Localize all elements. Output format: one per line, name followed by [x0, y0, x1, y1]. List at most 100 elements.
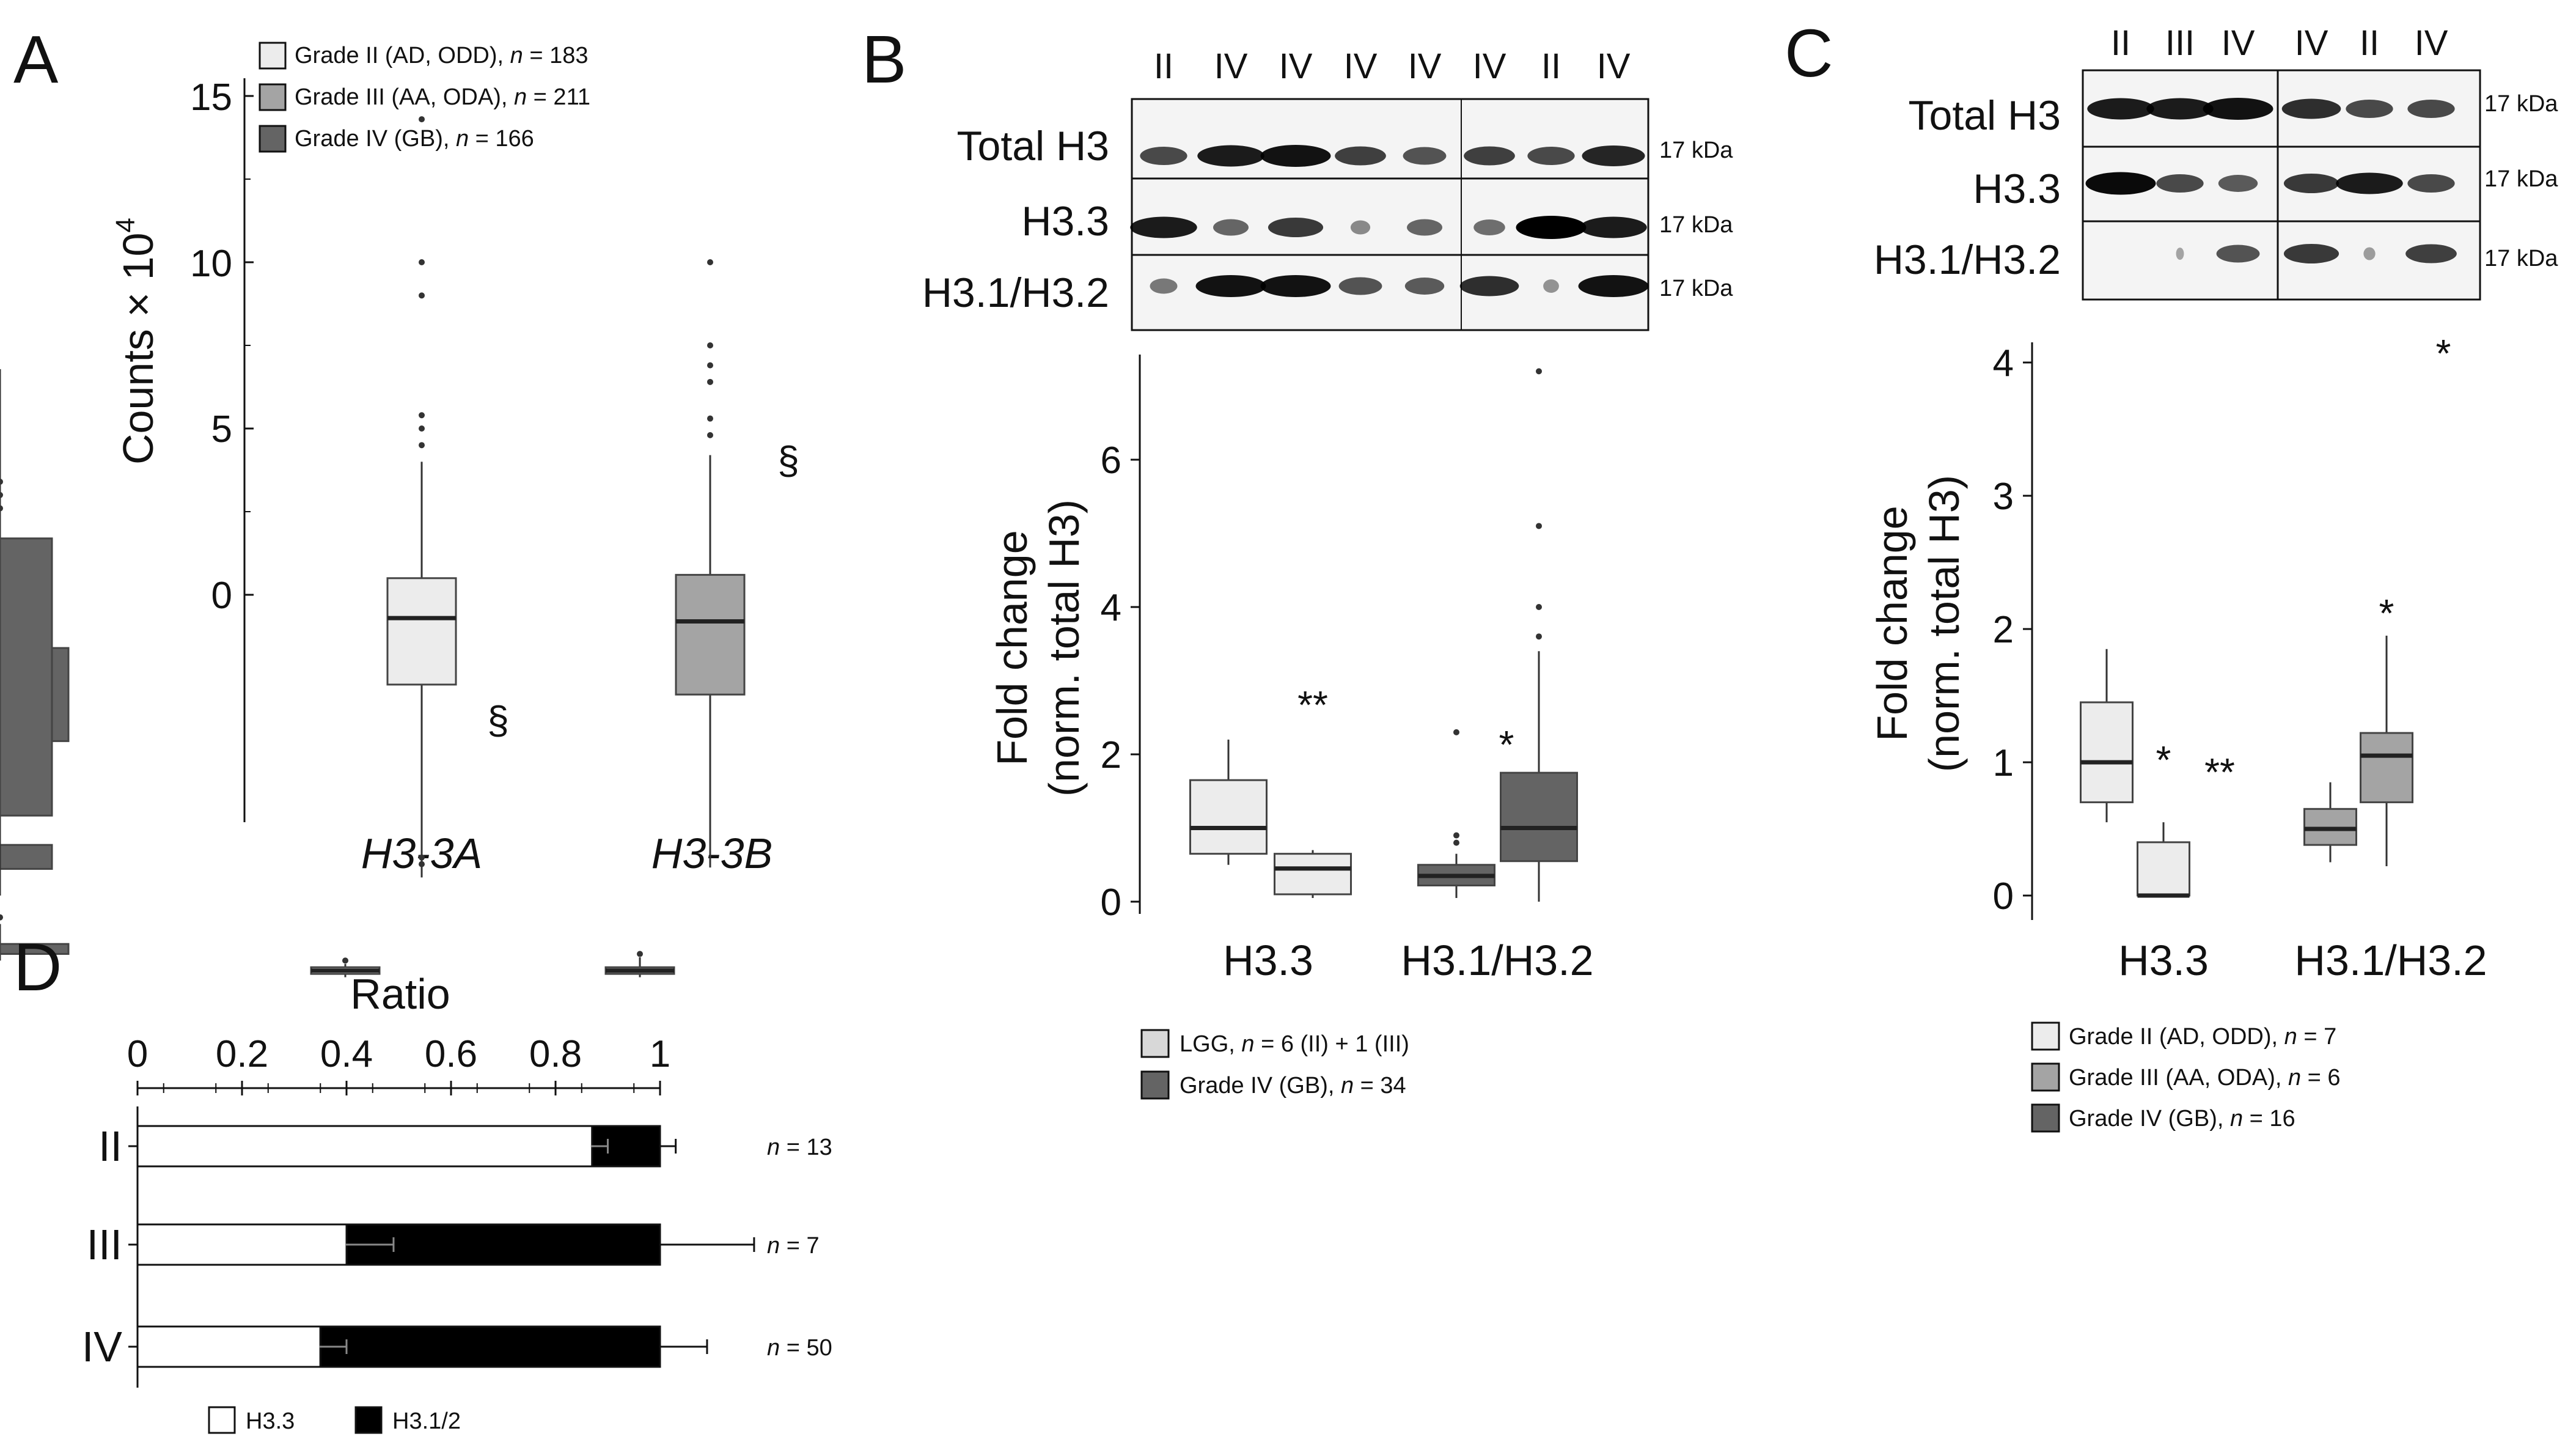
- panel-b-boxplot: Fold change (norm. total H3) H3.3 H3.1/H…: [988, 355, 1594, 1100]
- panel-a-box-2-0-outlier-0: [0, 914, 3, 921]
- panel-c-row-h312: H3.1/H3.2: [1874, 237, 2061, 283]
- panel-b-letter: B: [862, 22, 906, 97]
- panel-c-sig-h33-grade3: *: [2156, 738, 2171, 782]
- panel-b-blot-band-2-7: [1578, 275, 1649, 297]
- panel-a-box-0-1-outlier-1: [419, 854, 425, 861]
- panel-c-boxplot: Fold change (norm. total H3) H3.3 H3.1/H…: [0, 331, 2487, 1133]
- legend-label-h33: H3.3: [246, 1408, 295, 1434]
- panel-d-bar-h312-2: [319, 1325, 661, 1368]
- panel-b-lane-labels: II IV IV IV IV IV II IV: [1154, 46, 1631, 86]
- panel-d-n-2: n = 50: [767, 1335, 832, 1361]
- panel-b-ytick-6: 6: [1101, 440, 1121, 482]
- panel-c-western-blot: II III IV IV II IV Total H3 H3.3 H3.1/H3.2 17…: [1874, 23, 2558, 301]
- panel-c-ytick-3: 3: [1993, 476, 2014, 518]
- panel-b-row-h312: H3.1/H3.2: [922, 270, 1109, 316]
- panel-b-row-total-h3: Total H3: [957, 123, 1109, 169]
- panel-c-ytick-4: 4: [1993, 342, 2014, 385]
- panel-d-xtick-3: 0.6: [425, 1033, 477, 1075]
- panel-a-box-0-1-outlier-6: [419, 259, 425, 265]
- panel-a-box-0-1-outlier-0: [419, 861, 425, 867]
- panel-b-box-0-1-box: [1274, 853, 1352, 896]
- panel-c-blot-band-0-5: [2407, 100, 2455, 118]
- panel-c-box-2-0-box: [0, 844, 53, 870]
- panel-c-blot-band-2-2: [2216, 245, 2260, 263]
- panel-a-box-1-0-outlier-0: [637, 951, 643, 957]
- panel-d-xtick-4: 0.8: [529, 1033, 582, 1075]
- panel-d-n-1: n = 7: [767, 1233, 820, 1259]
- legend-swatch-c-grade3: [2031, 1062, 2060, 1092]
- panel-b-box-1-1-outlier-0: [1536, 633, 1542, 640]
- panel-c-box-0-0-box: [2080, 701, 2134, 803]
- panel-b-blot-band-0-6: [1527, 147, 1575, 165]
- legend-swatch-lgg: [1140, 1029, 1170, 1058]
- panel-b-blot-band-1-0: [1130, 216, 1197, 238]
- panel-c-box-2-1-box: [0, 537, 53, 817]
- panel-b-blot-lane-6: II: [1541, 46, 1561, 86]
- panel-b-blot-lane-2: IV: [1279, 46, 1313, 86]
- panel-b-row-h33: H3.3: [1021, 198, 1109, 245]
- panel-b-blot-band-1-7: [1580, 216, 1647, 238]
- panel-a-boxplot: Counts × 104 15 10 5 0 H3-3A H3-3B Grade…: [0, 42, 799, 977]
- panel-c-blot-lane-0: II: [2111, 23, 2130, 63]
- panel-c-sig-h312-grade4: *: [2436, 331, 2451, 375]
- panel-b-kda-2: 17 kDa: [1659, 212, 1733, 238]
- panel-b-blot-band-0-3: [1335, 146, 1386, 166]
- panel-b-ytick-2: 2: [1101, 734, 1121, 776]
- panel-a-gene-h33b: H3-3B: [651, 830, 772, 877]
- panel-b-ylabel-2: (norm. total H3): [1040, 499, 1088, 797]
- panel-b-legend: LGG, n = 6 (II) + 1 (III) Grade IV (GB),…: [1140, 1029, 1409, 1100]
- panel-b-blot-band-1-3: [1350, 220, 1371, 235]
- legend-swatch-gb: [1140, 1070, 1170, 1100]
- panel-c-blot-band-0-0: [2087, 98, 2154, 120]
- legend-label-grade2: Grade II (AD, ODD), n = 183: [295, 43, 588, 68]
- panel-c-blot-band-0-2: [2203, 98, 2273, 120]
- legend-label-grade3: Grade III (AA, ODA), n = 211: [295, 84, 590, 110]
- panel-c-kda-2: 17 kDa: [2484, 166, 2558, 192]
- panel-d-xtick-2: 0.4: [320, 1033, 373, 1075]
- panel-b-blot-band-0-2: [1260, 145, 1331, 167]
- panel-b-blot-lane-0: II: [1154, 46, 1173, 86]
- panel-b-blot-lane-1: IV: [1214, 46, 1248, 86]
- panel-d-bar-h33-0: [136, 1125, 593, 1168]
- panel-c-legend: Grade II (AD, ODD), n = 7 Grade III (AA,…: [2031, 1021, 2341, 1133]
- panel-c-group-h33: H3.3: [2118, 937, 2209, 984]
- panel-a-box-1-1-outlier-3: [707, 362, 713, 369]
- legend-swatch-grade2: [259, 42, 287, 70]
- panel-d-xtick-0: 0: [127, 1033, 148, 1075]
- panel-b-box-1-0-outlier-2: [1453, 729, 1459, 735]
- legend-label-grade4: Grade IV (GB), n = 166: [295, 126, 534, 152]
- legend-label-gb: Grade IV (GB), n = 34: [1180, 1073, 1406, 1099]
- panel-c-blot-band-1-5: [2407, 174, 2455, 193]
- panel-a-ylabel: Counts × 104: [111, 218, 162, 465]
- panel-c-ytick-2: 2: [1993, 609, 2014, 651]
- panel-b-blot-band-1-1: [1213, 219, 1249, 236]
- legend-label-h312: H3.1/2: [392, 1408, 461, 1434]
- panel-c-ytick-0: 0: [1993, 875, 2014, 918]
- panel-c-blot-band-2-4: [2363, 247, 2376, 260]
- panel-b-blot-band-0-0: [1140, 147, 1187, 165]
- panel-b-blot-band-0-1: [1197, 145, 1264, 167]
- panel-b-box-0-0-box: [1189, 779, 1268, 855]
- panel-a-box-0-1-outlier-4: [419, 412, 425, 419]
- panel-b-blot-band-0-5: [1464, 146, 1515, 166]
- panel-c-blot-band-1-3: [2283, 174, 2339, 193]
- panel-b-bands: [1130, 145, 1649, 297]
- panel-b-box-1-1-outlier-1: [1536, 604, 1542, 610]
- legend-swatch-c-grade4: [2031, 1103, 2060, 1133]
- panel-b-blot-band-2-5: [1459, 276, 1519, 296]
- panel-c-ylabel-1: Fold change: [1868, 506, 1916, 741]
- panel-c-blot-lane-4: II: [2360, 23, 2379, 63]
- panel-a-box-0-1-outlier-3: [419, 425, 425, 432]
- panel-b-blot-lane-3: IV: [1344, 46, 1378, 86]
- panel-b-blot-band-2-2: [1260, 275, 1331, 297]
- panel-c-letter: C: [1785, 16, 1833, 91]
- panel-b-sig-h33: **: [1297, 683, 1328, 727]
- panel-b-blot-band-1-6: [1516, 216, 1587, 239]
- panel-a-box-1-1-outlier-0: [707, 432, 713, 438]
- panel-a-box-2-0-box: [0, 943, 70, 955]
- panel-c-bands: [2085, 98, 2457, 263]
- panel-c-blot-band-2-3: [2283, 244, 2339, 263]
- panel-a-box-0-1-box: [386, 577, 457, 686]
- panel-a-box-1-1-outlier-4: [707, 342, 713, 348]
